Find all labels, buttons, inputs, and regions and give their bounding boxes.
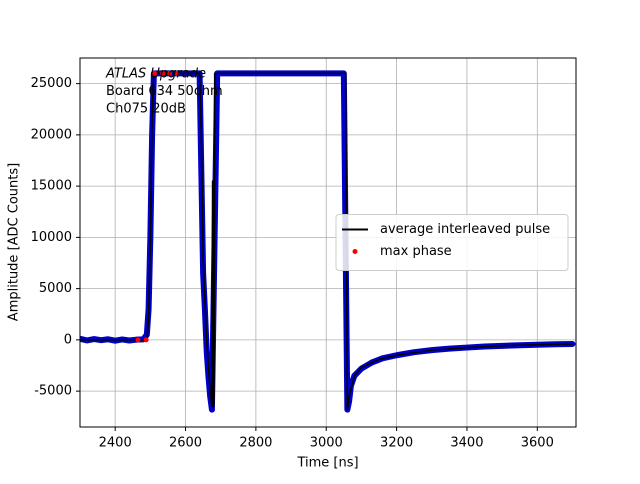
legend-marker [352,249,358,254]
plot-area: 2400 2600 2800 3000 3200 3400 3600 -5000 0 5000 10… [31,57,577,451]
axes-frame [79,57,577,428]
x-axis-label: Time [ns] [296,456,358,471]
y-axis-label: Amplitude [ADC Counts] [7,163,22,321]
x-tick-label: 3200 [380,436,413,451]
annotation: Board 634 50ohm [106,84,223,99]
y-tick-label: 5000 [39,281,72,296]
x-tick-label: 3000 [310,436,343,451]
x-tick-label: 2600 [169,436,202,451]
series-line [80,72,574,411]
annotation: Ch075 20dB [106,102,186,117]
annotation: ATLAS Upgrade [105,67,206,82]
x-tick-label: 3600 [521,436,554,451]
y-tick-label: 15000 [31,179,72,194]
y-tick-label: 20000 [31,127,72,142]
data-point [152,70,158,76]
y-tick-label: 10000 [31,230,72,245]
data-point [143,337,149,343]
x-tick-label: 3400 [450,436,483,451]
legend-box [335,214,569,271]
data-point [135,337,141,343]
y-tick-label: -5000 [34,384,72,399]
x-tick-label: 2400 [99,436,132,451]
data-point [167,70,173,76]
y-tick-label: 25000 [31,76,72,91]
x-tick-label: 2800 [239,436,272,451]
y-tick-label: 0 [64,332,72,347]
legend-label: average interleaved pulse [380,222,550,237]
data-point [160,70,166,76]
legend-label: max phase [380,244,452,259]
data-point [174,70,180,76]
